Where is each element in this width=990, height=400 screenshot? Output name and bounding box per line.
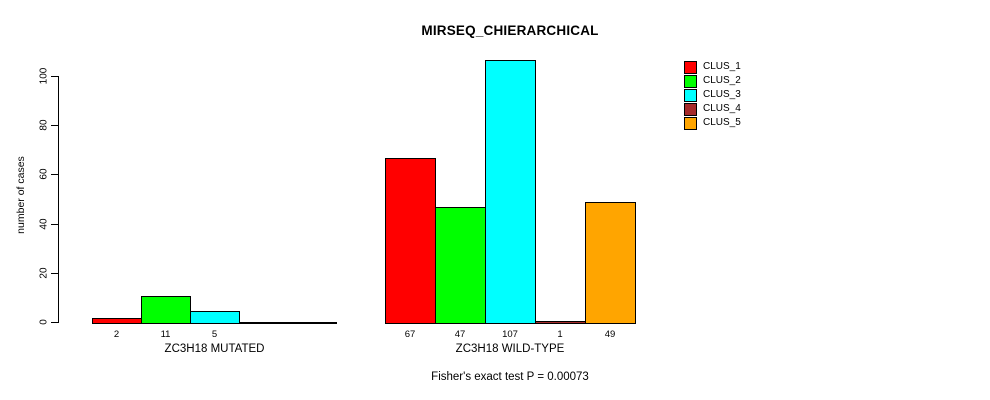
legend-swatch-clus_2 [684,74,697,88]
y-axis-tick-label: 80 [38,119,50,131]
y-axis-tick [51,76,58,77]
bar-value-label: 67 [404,329,416,340]
bar-clus_3 [190,311,240,324]
y-axis-tick [51,224,58,225]
y-axis-tick-label: 40 [38,218,50,230]
bar-value-label: 5 [211,329,218,340]
legend-swatch-clus_5 [684,116,697,130]
bar-clus_2 [435,207,486,324]
legend-label: CLUS_1 [703,61,741,72]
y-axis-tick [51,322,58,323]
legend-swatch-clus_4 [684,102,697,116]
group-label: ZC3H18 MUTATED [164,343,265,355]
legend-row-clus_5: CLUS_5 [684,116,741,130]
bar-clus_2 [141,296,191,324]
bar-clus_1 [92,318,142,324]
y-axis-tick [51,174,58,175]
bar-value-label: 11 [160,329,171,340]
legend-label: CLUS_4 [703,103,741,114]
bar-value-label: 107 [502,329,518,340]
legend-row-clus_2: CLUS_2 [684,74,741,88]
y-axis-title: number of cases [15,156,27,234]
legend-row-clus_4: CLUS_4 [684,102,741,116]
y-axis-tick-label: 20 [38,267,50,279]
y-axis-tick-label: 60 [38,168,50,180]
bar-clus_3 [485,60,536,324]
legend-swatch-clus_1 [684,60,697,74]
y-axis-tick-label: 0 [38,319,50,325]
legend-swatch-clus_3 [684,88,697,102]
bar-clus_4 [535,321,586,324]
legend-label: CLUS_2 [703,75,741,86]
bar-clus_5 [585,202,636,324]
fisher-test-footnote: Fisher's exact test P = 0.00073 [431,371,589,383]
legend: CLUS_1 CLUS_2 CLUS_3 CLUS_4 CLUS_5 [684,60,741,131]
y-axis-tick [51,273,58,274]
bar-value-label: 49 [604,329,616,340]
bar-value-label: 2 [113,329,120,340]
legend-row-clus_1: CLUS_1 [684,60,741,74]
chart-title: MIRSEQ_CHIERARCHICAL [421,23,599,38]
bar-value-label: 47 [454,329,466,340]
bar-clus_1 [385,158,436,324]
legend-label: CLUS_3 [703,89,741,100]
group-label: ZC3H18 WILD-TYPE [455,343,565,355]
y-axis-tick-label: 100 [38,67,50,85]
y-axis-tick [51,125,58,126]
bar-value-label: 1 [557,329,563,340]
legend-label: CLUS_5 [703,117,741,128]
legend-row-clus_3: CLUS_3 [684,88,741,102]
y-axis-line [58,76,59,323]
